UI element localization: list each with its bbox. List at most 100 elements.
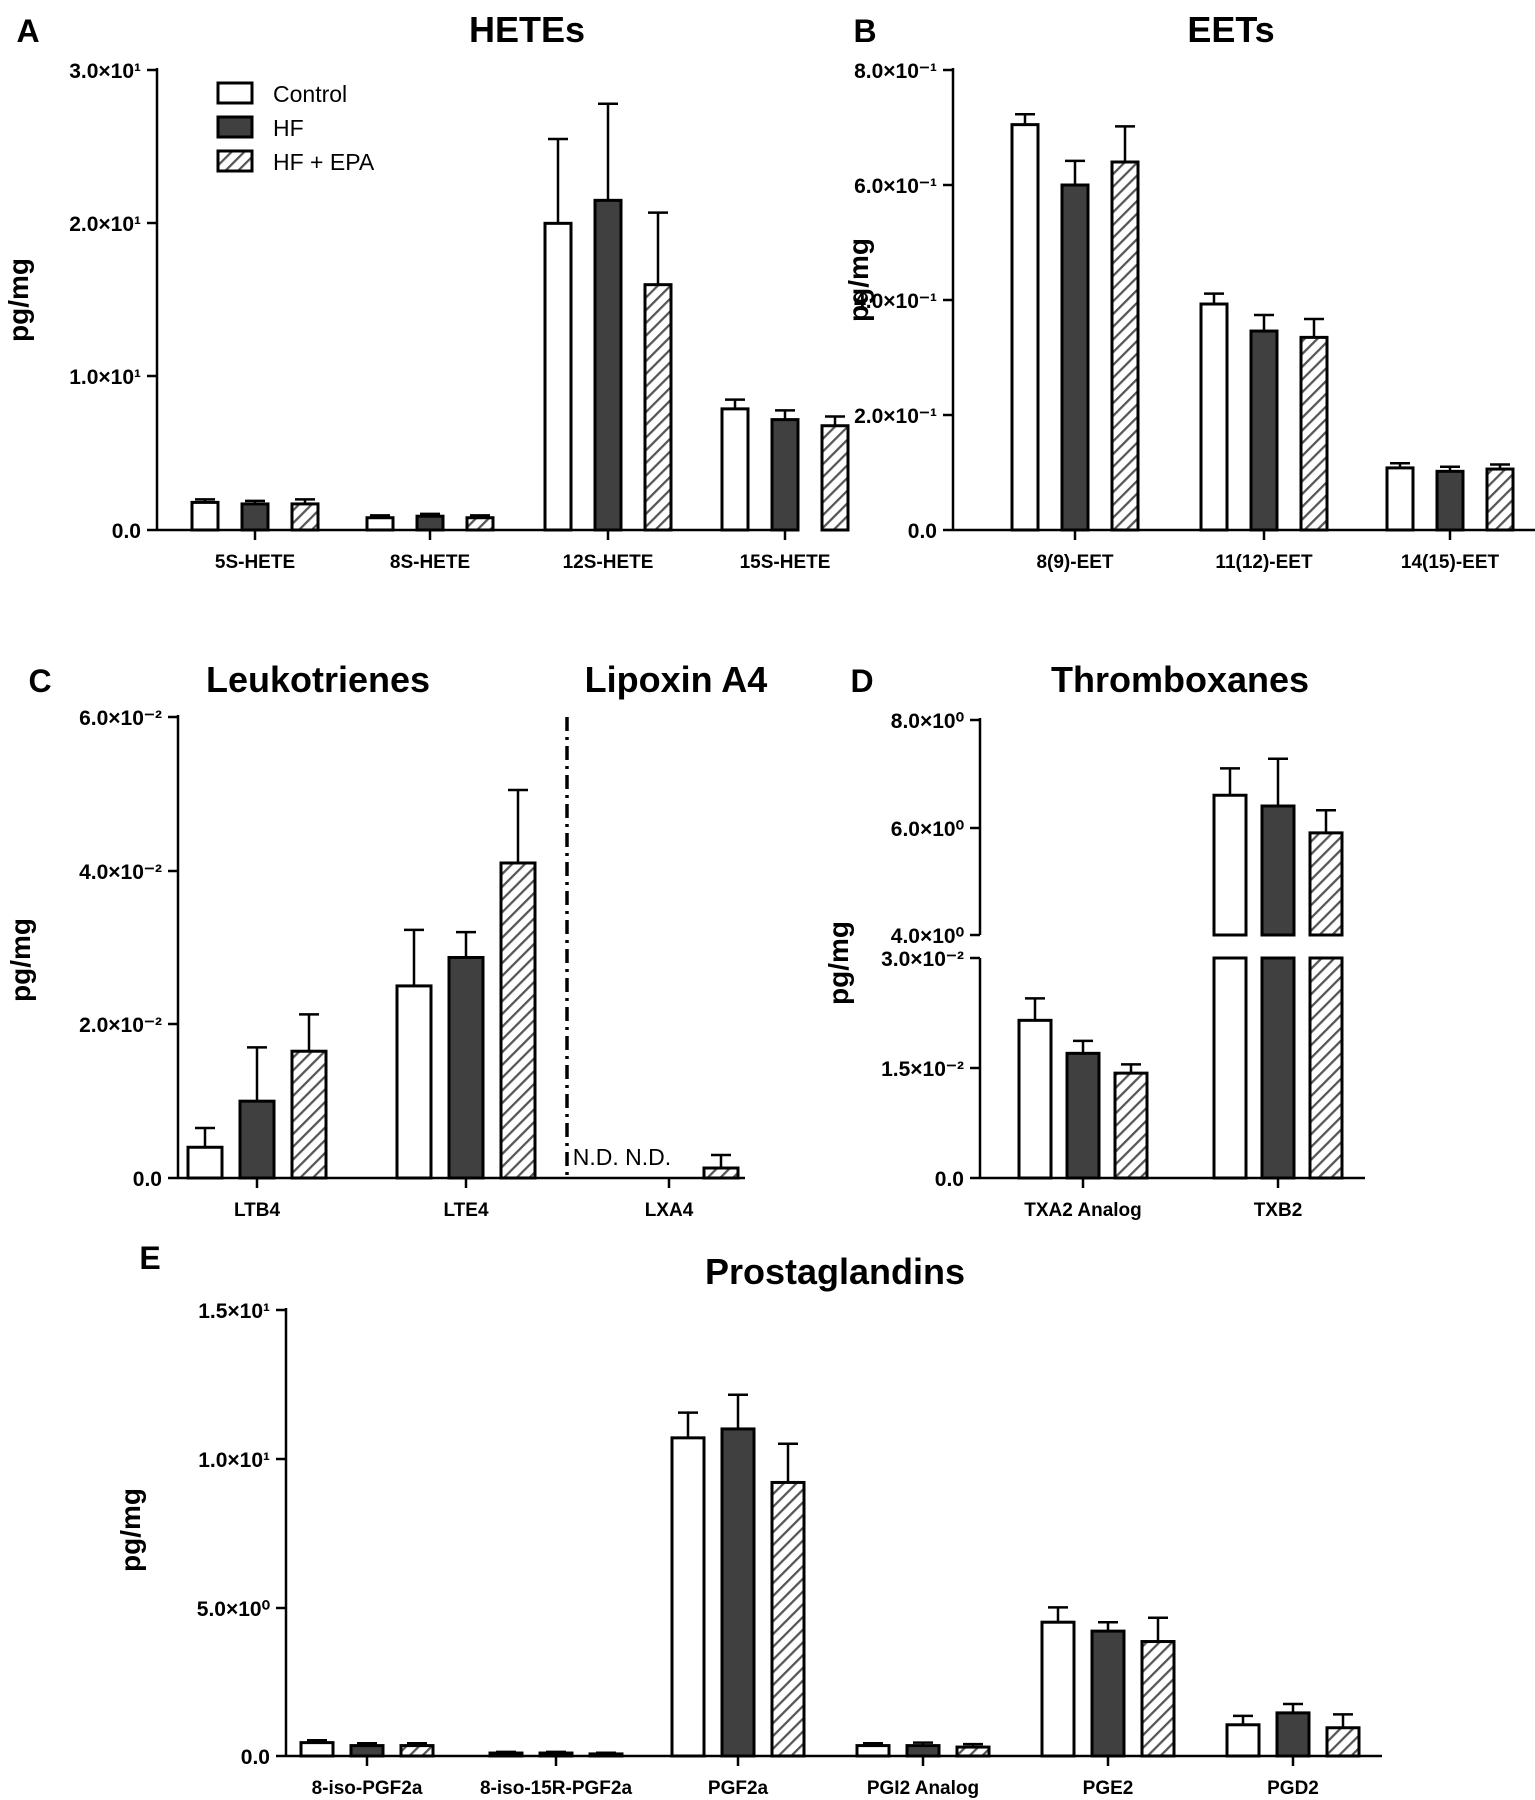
bar-LTE4-HF <box>447 955 485 1180</box>
bar-11(12)-EET-HF <box>1249 329 1279 532</box>
error-bar-11(12)-EET-HF <box>1254 313 1274 332</box>
error-bar-LTE4-HF + EPA <box>508 788 528 863</box>
bar-15S-HETE-HF <box>770 418 800 532</box>
bar-5S-HETE-HF <box>240 502 270 532</box>
y-tick-label: 3.0×10¹ <box>69 60 141 83</box>
bar-PGD2-HF + EPA <box>1325 1726 1361 1758</box>
error-bar-PGI2 Analog-HF <box>913 1741 933 1746</box>
error-bar-14(15)-EET-HF + EPA <box>1490 463 1510 470</box>
error-bar-8(9)-EET-HF <box>1065 159 1085 185</box>
nd-annotation: N.D. N.D. <box>573 1144 671 1170</box>
bar-PGD2-HF <box>1275 1711 1311 1758</box>
bar-PGE2-Control <box>1040 1620 1076 1758</box>
legend-swatch-HF + EPA <box>216 149 254 173</box>
bar-PGE2-HF + EPA <box>1140 1640 1176 1758</box>
y-axis-label: pg/mg <box>823 921 854 1005</box>
y-tick-label-lower: 0.0 <box>935 1168 964 1191</box>
y-tick-label-upper: 4.0×10⁰ <box>891 925 965 948</box>
chart-title: Leukotrienes <box>206 659 430 700</box>
chart-title: EETs <box>1187 9 1274 50</box>
bar-8-iso-15R-PGF2a-HF + EPA <box>588 1752 624 1758</box>
bar-8S-HETE-HF <box>415 514 445 532</box>
x-tick-label: PGI2 Analog <box>867 1778 979 1799</box>
bar-LTE4-Control <box>395 984 433 1180</box>
panel-letter: C <box>28 663 51 699</box>
bar-PGE2-HF <box>1090 1629 1126 1758</box>
bar-8(9)-EET-HF + EPA <box>1110 160 1140 532</box>
x-tick-label: PGF2a <box>708 1778 769 1799</box>
y-tick-label: 5.0×10⁰ <box>197 1598 271 1621</box>
error-bar-PGD2-HF + EPA <box>1333 1713 1353 1728</box>
y-tick-label: 6.0×10⁻¹ <box>854 175 937 198</box>
error-bar-8S-HETE-HF <box>420 512 440 517</box>
bar-TXA2 Analog-HF <box>1065 1051 1101 1180</box>
error-bar-PGE2-Control <box>1048 1606 1068 1623</box>
x-tick-label: LTB4 <box>234 1200 281 1221</box>
bar-8(9)-EET-HF <box>1060 183 1090 532</box>
bar-PGF2a-HF <box>720 1427 756 1758</box>
bar-8-iso-15R-PGF2a-Control <box>488 1751 524 1758</box>
error-bar-5S-HETE-Control <box>195 498 215 503</box>
error-bar-12S-HETE-HF <box>598 102 618 201</box>
error-bar-8-iso-PGF2a-HF <box>357 1741 377 1746</box>
bar-TXA2 Analog-HF + EPA <box>1113 1071 1149 1180</box>
bar-LXA4-HF + EPA <box>702 1166 740 1180</box>
y-tick-label-lower: 3.0×10⁻² <box>881 948 964 971</box>
x-tick-label: LTE4 <box>443 1200 488 1221</box>
y-axis-label: pg/mg <box>5 918 36 1002</box>
bar-PGD2-Control <box>1225 1723 1261 1758</box>
y-tick-label: 8.0×10⁻¹ <box>854 60 937 83</box>
bar-8S-HETE-HF + EPA <box>465 516 495 532</box>
bar-8-iso-PGF2a-HF + EPA <box>399 1744 435 1758</box>
y-tick-label: 0.0 <box>241 1746 270 1769</box>
bar-14(15)-EET-HF <box>1435 469 1465 532</box>
legend-swatch-HF <box>216 115 254 139</box>
error-bar-TXB2-HF <box>1268 757 1288 806</box>
y-tick-label: 2.0×10⁻¹ <box>854 405 937 428</box>
error-bar-15S-HETE-HF <box>775 409 795 420</box>
y-tick-label-upper: 6.0×10⁰ <box>891 818 965 841</box>
error-bar-TXB2-HF + EPA <box>1316 809 1336 833</box>
error-bar-8-iso-PGF2a-HF + EPA <box>407 1741 427 1746</box>
error-bar-PGI2 Analog-Control <box>863 1741 883 1746</box>
error-bar-LTB4-HF <box>247 1046 267 1102</box>
y-tick-label: 6.0×10⁻² <box>79 707 162 730</box>
panel-letter: A <box>16 13 39 49</box>
error-bar-PGE2-HF <box>1098 1620 1118 1632</box>
x-tick-label: 5S-HETE <box>215 552 295 573</box>
bar-PGF2a-HF + EPA <box>770 1480 806 1758</box>
x-tick-label: 8-iso-15R-PGF2a <box>480 1778 632 1799</box>
bar-8-iso-PGF2a-Control <box>299 1741 335 1758</box>
error-bar-PGD2-HF <box>1283 1702 1303 1713</box>
bar-11(12)-EET-HF + EPA <box>1299 335 1329 532</box>
error-bar-8(9)-EET-Control <box>1015 113 1035 125</box>
bar-8-iso-PGF2a-HF <box>349 1744 385 1758</box>
error-bar-TXA2 Analog-Control <box>1025 997 1045 1021</box>
error-bar-8-iso-15R-PGF2a-HF + EPA <box>596 1751 616 1754</box>
error-bar-LTE4-HF <box>456 930 476 958</box>
chart-title: Thromboxanes <box>1051 659 1309 700</box>
error-bar-8(9)-EET-HF + EPA <box>1115 125 1135 162</box>
y-tick-label: 4.0×10⁻² <box>79 861 162 884</box>
error-bar-TXB2-Control <box>1220 767 1240 796</box>
error-bar-14(15)-EET-Control <box>1390 462 1410 468</box>
y-tick-label: 2.0×10¹ <box>69 213 141 236</box>
error-bar-LTB4-Control <box>195 1126 215 1148</box>
bar-PGI2 Analog-HF + EPA <box>955 1745 991 1758</box>
y-tick-label: 0.0 <box>112 520 141 543</box>
bar-8-iso-15R-PGF2a-HF <box>538 1751 574 1758</box>
y-tick-label: 2.0×10⁻² <box>79 1014 162 1037</box>
panel-letter: D <box>850 663 873 699</box>
error-bar-12S-HETE-HF + EPA <box>648 211 668 285</box>
y-axis-label: pg/mg <box>3 258 34 342</box>
bar-TXB2-HF-upper <box>1260 804 1296 937</box>
bar-TXA2 Analog-Control <box>1017 1018 1053 1180</box>
y-tick-label: 1.0×10¹ <box>69 366 141 389</box>
x-tick-label: LXA4 <box>645 1200 694 1221</box>
error-bar-8-iso-15R-PGF2a-Control <box>496 1750 516 1754</box>
legend-label: HF + EPA <box>273 149 375 175</box>
bar-14(15)-EET-HF + EPA <box>1485 467 1515 532</box>
x-tick-label: 8S-HETE <box>390 552 470 573</box>
panel-letter: B <box>853 13 876 49</box>
